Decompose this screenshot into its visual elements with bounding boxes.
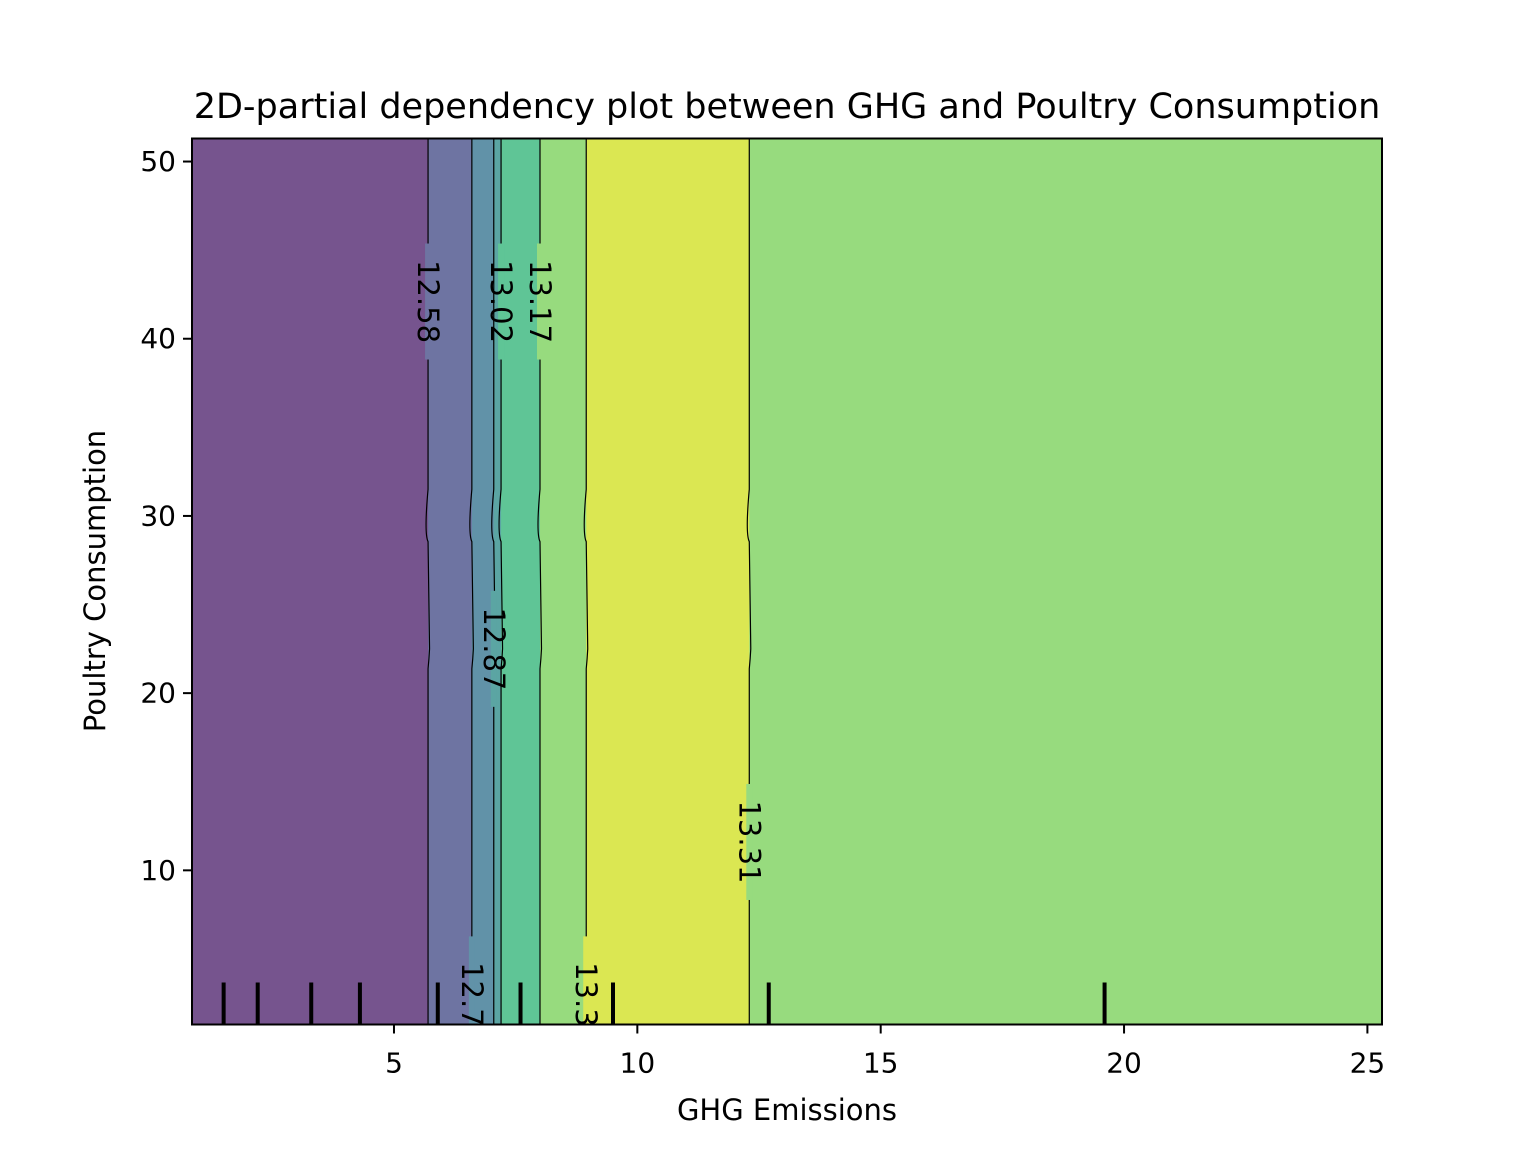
contour-label-2: 12.87 — [477, 607, 511, 690]
contour-band-4 — [501, 138, 541, 1025]
x-tick-label-1: 10 — [620, 1047, 656, 1080]
y-tick-label-2: 30 — [140, 499, 176, 532]
contour-band-1 — [428, 138, 473, 1025]
contour-label-gap-3 — [498, 243, 505, 360]
y-axis-label: Poultry Consumption — [78, 430, 112, 732]
x-tick-label-4: 25 — [1350, 1047, 1386, 1080]
chart-title: 2D-partial dependency plot between GHG a… — [194, 87, 1381, 127]
y-tick-label-1: 20 — [140, 677, 176, 710]
y-axis-ticks: 10 20 30 40 50 — [140, 145, 192, 887]
x-tick-label-2: 15 — [863, 1047, 899, 1080]
contour-line-4 — [537, 138, 543, 1025]
contour-label-gap-2 — [490, 590, 497, 707]
y-tick-label-3: 40 — [140, 322, 176, 355]
contour-line-6 — [746, 138, 752, 1025]
contour-label-4: 13.17 — [523, 260, 557, 343]
x-axis-label: GHG Emissions — [677, 1093, 897, 1127]
plot-frame — [191, 137, 1383, 1026]
contour-label-gap-4 — [536, 243, 543, 360]
y-tick-label-0: 10 — [140, 854, 176, 887]
contour-band-3 — [493, 138, 502, 1025]
contour-line-1 — [469, 138, 474, 1025]
contour-label-1: 12.7 — [455, 962, 489, 1027]
contour-band-7 — [749, 138, 1382, 1025]
contour-line-0 — [425, 138, 431, 1025]
contour-lines: 12.58 12.7 12.87 13.02 13.17 13.3 13.31 — [411, 138, 766, 1027]
contour-line-5 — [583, 138, 589, 1025]
contour-label-gap-5 — [583, 936, 590, 1025]
contour-band-2 — [471, 138, 495, 1025]
x-axis-ticks: 5 10 15 20 25 — [385, 1024, 1386, 1080]
x-tick-label-0: 5 — [385, 1047, 403, 1080]
x-tick-label-3: 20 — [1106, 1047, 1142, 1080]
contour-label-0: 12.58 — [411, 260, 445, 343]
rug-marks — [221, 982, 1107, 1025]
contour-label-5: 13.3 — [569, 962, 603, 1027]
y-tick-label-4: 50 — [140, 145, 176, 178]
contour-label-gap-6 — [746, 783, 753, 900]
contour-fill-bands — [192, 138, 1382, 1025]
contour-band-0 — [192, 138, 429, 1025]
contour-line-3 — [498, 138, 504, 1025]
contour-label-6: 13.31 — [732, 800, 766, 883]
contour-label-gap-1 — [468, 936, 475, 1025]
contour-label-gap-0 — [425, 243, 432, 360]
contour-band-6 — [586, 138, 750, 1025]
contour-label-3: 13.02 — [484, 260, 518, 343]
contour-band-5 — [539, 138, 587, 1025]
